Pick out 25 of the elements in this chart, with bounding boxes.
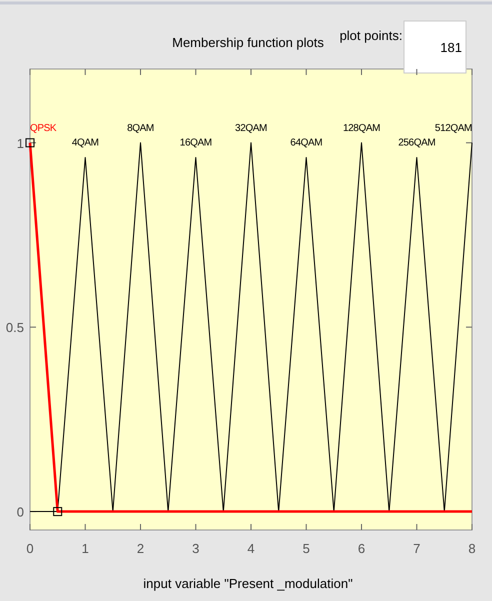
series-label: 32QAM xyxy=(235,122,268,134)
x-tick-label: 2 xyxy=(136,541,144,556)
y-tick-label: 0.5 xyxy=(6,320,24,336)
x-tick-label: 1 xyxy=(82,541,89,556)
x-tick-label: 6 xyxy=(358,541,366,556)
y-tick-label: 1 xyxy=(16,136,24,151)
series-label: 16QAM xyxy=(180,138,212,149)
y-tick-label: 0 xyxy=(16,504,24,520)
series-label: 64QAM xyxy=(290,138,322,149)
series-label: 256QAM xyxy=(398,138,436,149)
chart-title: Membership function plots xyxy=(172,35,324,50)
series-label: 512QAM xyxy=(434,122,472,134)
text: plot points: xyxy=(340,28,402,43)
series-label: 8QAM xyxy=(127,122,154,134)
text: 181 xyxy=(440,40,462,55)
x-tick-label: 4 xyxy=(247,541,255,556)
x-tick-label: 8 xyxy=(468,541,476,556)
x-tick-label: 7 xyxy=(413,541,420,556)
series-label: 4QAM xyxy=(72,138,99,149)
x-tick-label: 5 xyxy=(302,541,310,556)
x-tick-label: 0 xyxy=(26,541,34,556)
x-tick-label: 3 xyxy=(192,541,200,556)
series-label: 128QAM xyxy=(342,122,380,134)
series-label: QPSK xyxy=(30,122,57,134)
x-axis-title: input variable "Present _modulation" xyxy=(143,576,354,591)
